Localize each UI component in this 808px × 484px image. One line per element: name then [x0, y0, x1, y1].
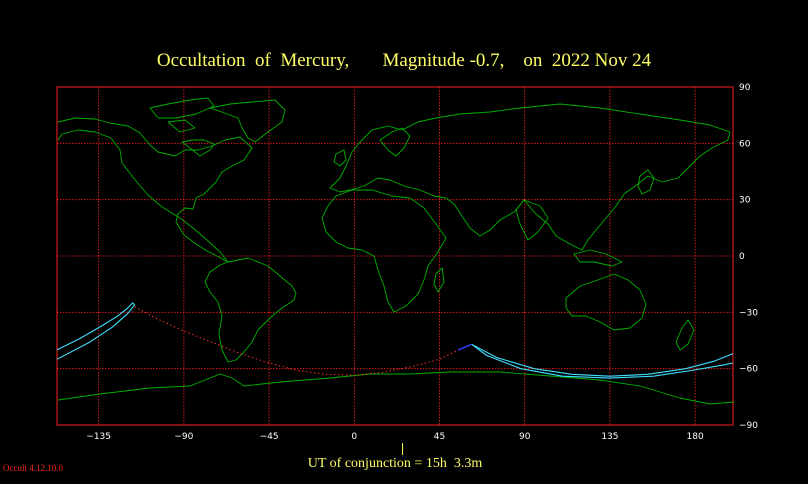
coastline-arctic-islands [149, 97, 215, 133]
coastline-eurasia [329, 103, 731, 251]
coastline-indonesia [573, 249, 623, 267]
longitude-tick-label: −135 [86, 432, 111, 442]
central-track-line [134, 306, 472, 376]
coastline-greenland [209, 99, 286, 143]
coastline-new-zealand [675, 319, 695, 351]
latitude-tick-labels: 90 60 30 0 −30 −60 −90 [739, 83, 758, 431]
longitude-tick-label: 90 [519, 432, 531, 442]
occultation-path [56, 302, 734, 379]
occultation-limit-curve-east-upper [471, 343, 734, 377]
occultation-limit-curve-east-lower [471, 343, 734, 379]
latitude-tick-label: 0 [739, 252, 745, 262]
latitude-tick-label: −90 [739, 421, 758, 431]
longitude-tick-label: 45 [434, 432, 445, 442]
coastline-madagascar [433, 267, 445, 293]
latitude-tick-label: 60 [739, 139, 751, 149]
coastline-japan [637, 169, 655, 195]
coastlines [57, 97, 735, 405]
track-segment [458, 343, 472, 351]
coastline-north-america [57, 117, 253, 263]
coastline-hudson-bay [181, 139, 215, 157]
longitude-tick-label: 180 [687, 432, 704, 442]
latitude-tick-label: 90 [739, 83, 751, 93]
latitude-tick-label: 30 [739, 196, 751, 206]
coastline-australia [565, 273, 647, 331]
longitude-tick-label: −45 [260, 432, 279, 442]
coastline-uk [333, 149, 347, 167]
occultation-limit-curve-west [56, 302, 136, 360]
map-title: Occultation of Mercury, Magnitude -0.7, … [156, 50, 652, 71]
longitude-tick-label: 0 [351, 432, 357, 442]
latitude-tick-label: −60 [739, 365, 758, 375]
coastline-india [515, 199, 549, 241]
longitude-tick-label: 135 [601, 432, 618, 442]
conjunction-time-label: UT of conjunction = 15h 3.3m [307, 456, 483, 471]
coastline-south-america [204, 257, 297, 363]
longitude-tick-label: −90 [174, 432, 193, 442]
coastline-africa [321, 189, 447, 313]
latitude-tick-label: −30 [739, 308, 758, 318]
longitude-tick-labels: −135 −90 −45 0 45 90 135 180 [86, 432, 704, 442]
version-label: Occult 4.12.10.0 [3, 463, 63, 473]
coastline-scandinavia [379, 127, 411, 157]
